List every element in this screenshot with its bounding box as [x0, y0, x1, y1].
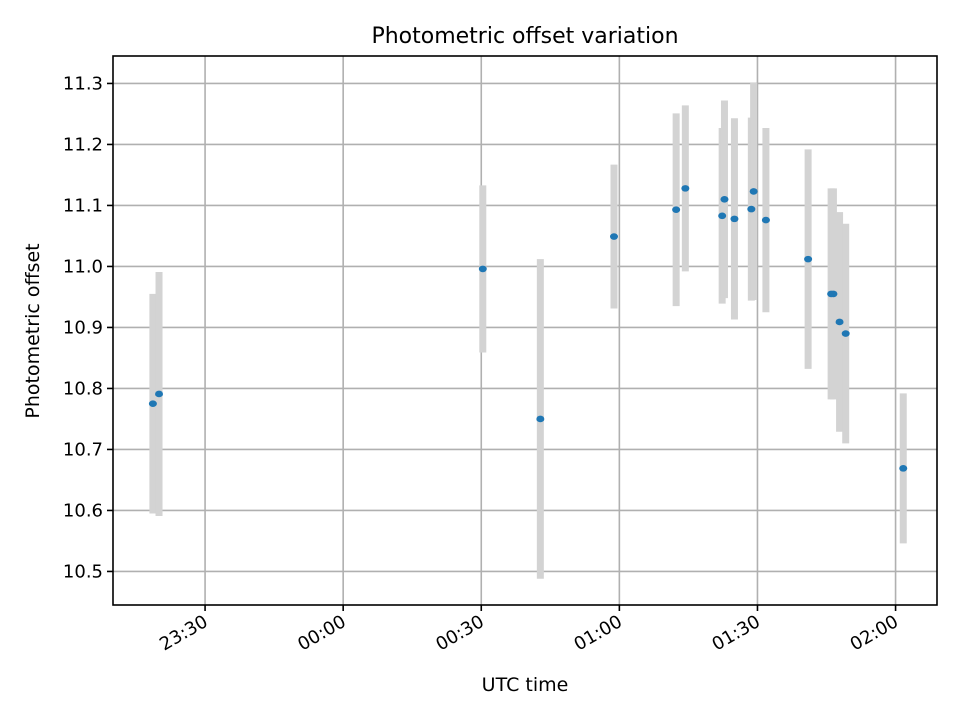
data-point [761, 216, 770, 224]
data-point [804, 255, 813, 263]
y-tick-label: 11.1 [63, 195, 103, 216]
y-tick-label: 11.3 [63, 73, 103, 94]
data-point [747, 205, 756, 213]
y-tick-label: 10.5 [63, 561, 103, 582]
data-point [841, 330, 850, 337]
data-point [829, 290, 838, 298]
data-point [609, 233, 618, 240]
plot-frame [112, 55, 938, 606]
data-point [730, 215, 739, 223]
data-point [718, 212, 727, 220]
y-tick-label: 10.6 [63, 500, 103, 521]
data-point [749, 188, 758, 195]
y-tick-label: 10.7 [63, 439, 103, 460]
data-point [835, 318, 844, 326]
data-point [148, 400, 157, 408]
data-point [536, 415, 545, 423]
data-point [155, 390, 164, 398]
data-point [681, 185, 690, 192]
y-tick-label: 11.2 [63, 134, 103, 155]
data-point [720, 196, 729, 203]
data-point [478, 265, 487, 273]
x-axis-label: UTC time [482, 674, 569, 696]
grid-layer [113, 56, 937, 605]
point-layer [148, 185, 908, 472]
y-tick-label: 11.0 [63, 256, 103, 277]
y-tick-label: 10.9 [63, 317, 103, 338]
data-point [899, 465, 908, 472]
data-point [672, 206, 681, 214]
y-tick-label: 10.8 [63, 378, 103, 399]
y-axis-label: Photometric offset [22, 243, 44, 418]
chart-title: Photometric offset variation [371, 24, 678, 49]
